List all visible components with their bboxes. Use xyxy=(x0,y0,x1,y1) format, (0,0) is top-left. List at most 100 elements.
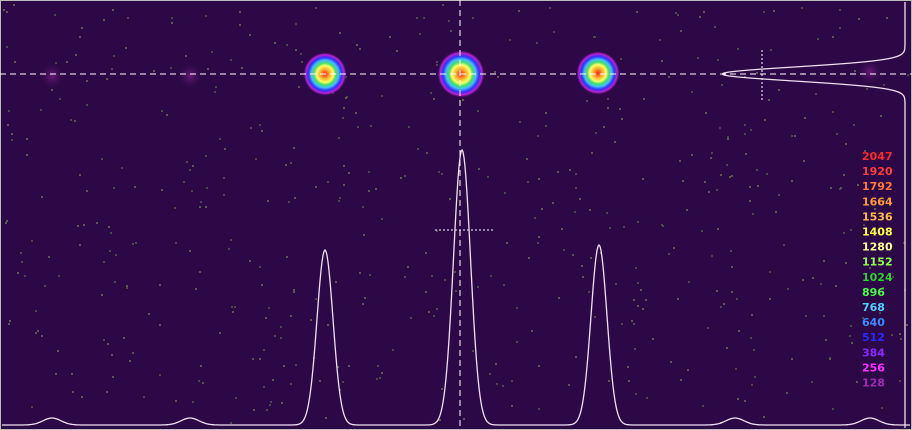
faint-spot xyxy=(176,62,204,90)
noise-pixel xyxy=(436,308,438,310)
noise-pixel xyxy=(72,391,74,393)
noise-pixel xyxy=(545,125,547,127)
noise-pixel xyxy=(668,76,670,78)
noise-pixel xyxy=(850,229,852,231)
noise-pixel xyxy=(615,283,617,285)
noise-pixel xyxy=(381,95,383,97)
noise-pixel xyxy=(710,157,712,159)
noise-pixel xyxy=(192,401,194,403)
noise-pixel xyxy=(231,306,233,308)
noise-pixel xyxy=(900,338,902,340)
noise-pixel xyxy=(815,93,817,95)
noise-pixel xyxy=(606,212,608,214)
noise-pixel xyxy=(849,335,851,337)
noise-pixel xyxy=(538,408,540,410)
faint-spot xyxy=(38,62,66,90)
noise-pixel xyxy=(627,366,629,368)
noise-pixel xyxy=(882,287,884,289)
noise-pixel xyxy=(389,36,391,38)
noise xyxy=(3,4,909,424)
noise-pixel xyxy=(161,110,163,112)
noise-pixel xyxy=(899,380,901,382)
noise-pixel xyxy=(404,175,406,177)
noise-pixel xyxy=(127,17,129,19)
noise-pixel xyxy=(726,347,728,349)
noise-pixel xyxy=(703,11,705,13)
noise-pixel xyxy=(159,284,161,286)
noise-pixel xyxy=(702,405,704,407)
noise-pixel xyxy=(766,173,768,175)
noise-pixel xyxy=(368,190,370,192)
noise-pixel xyxy=(6,11,8,13)
noise-pixel xyxy=(342,117,344,119)
noise-pixel xyxy=(8,110,10,112)
noise-pixel xyxy=(290,162,292,164)
noise-pixel xyxy=(71,373,73,375)
noise-pixel xyxy=(675,12,677,14)
noise-pixel xyxy=(538,236,540,238)
noise-pixel xyxy=(286,44,288,46)
faint-spot xyxy=(856,58,884,86)
noise-pixel xyxy=(379,377,381,379)
noise-pixel xyxy=(109,250,111,252)
noise-pixel xyxy=(579,198,581,200)
noise-pixel xyxy=(731,266,733,268)
noise-pixel xyxy=(637,221,639,223)
noise-pixel xyxy=(886,249,888,251)
noise-pixel xyxy=(631,320,633,322)
noise-pixel xyxy=(496,383,498,385)
noise-pixel xyxy=(455,290,457,292)
noise-pixel xyxy=(688,281,690,283)
noise-pixel xyxy=(202,382,204,384)
noise-pixel xyxy=(518,10,520,12)
noise-pixel xyxy=(829,358,831,360)
noise-pixel xyxy=(272,379,274,381)
noise-pixel xyxy=(552,202,554,204)
noise-pixel xyxy=(11,133,13,135)
noise-pixel xyxy=(854,70,856,72)
noise-pixel xyxy=(274,42,276,44)
noise-pixel xyxy=(111,354,113,356)
noise-pixel xyxy=(769,271,771,273)
noise-pixel xyxy=(907,74,909,76)
noise-pixel xyxy=(327,324,329,326)
noise-pixel xyxy=(219,138,221,140)
noise-pixel xyxy=(670,361,672,363)
noise-pixel xyxy=(516,307,518,309)
noise-pixel xyxy=(787,288,789,290)
noise-pixel xyxy=(228,248,230,250)
noise-pixel xyxy=(744,133,746,135)
noise-pixel xyxy=(126,287,128,289)
noise-pixel xyxy=(370,125,372,127)
noise-pixel xyxy=(754,376,756,378)
noise-pixel xyxy=(107,343,109,345)
noise-pixel xyxy=(820,283,822,285)
noise-pixel xyxy=(183,181,185,183)
noise-pixel xyxy=(295,364,297,366)
noise-pixel xyxy=(750,337,752,339)
noise-pixel xyxy=(883,200,885,202)
noise-pixel xyxy=(737,48,739,50)
scale-label: 1920 xyxy=(862,165,893,178)
noise-pixel xyxy=(6,46,8,48)
noise-pixel xyxy=(558,297,560,299)
noise-pixel xyxy=(205,15,207,17)
noise-pixel xyxy=(839,9,841,11)
scale-label: 2047 xyxy=(862,150,893,163)
noise-pixel xyxy=(707,327,709,329)
noise-pixel xyxy=(175,242,177,244)
noise-pixel xyxy=(791,358,793,360)
noise-pixel xyxy=(381,372,383,374)
noise-pixel xyxy=(335,281,337,283)
noise-pixel xyxy=(148,313,150,315)
noise-pixel xyxy=(13,4,15,6)
noise-pixel xyxy=(112,376,114,378)
noise-pixel xyxy=(575,173,577,175)
noise-pixel xyxy=(252,358,254,360)
noise-pixel xyxy=(362,206,364,208)
noise-pixel xyxy=(404,276,406,278)
noise-pixel xyxy=(191,190,193,192)
noise-pixel xyxy=(538,178,540,180)
noise-pixel xyxy=(86,80,88,82)
noise-pixel xyxy=(652,338,654,340)
